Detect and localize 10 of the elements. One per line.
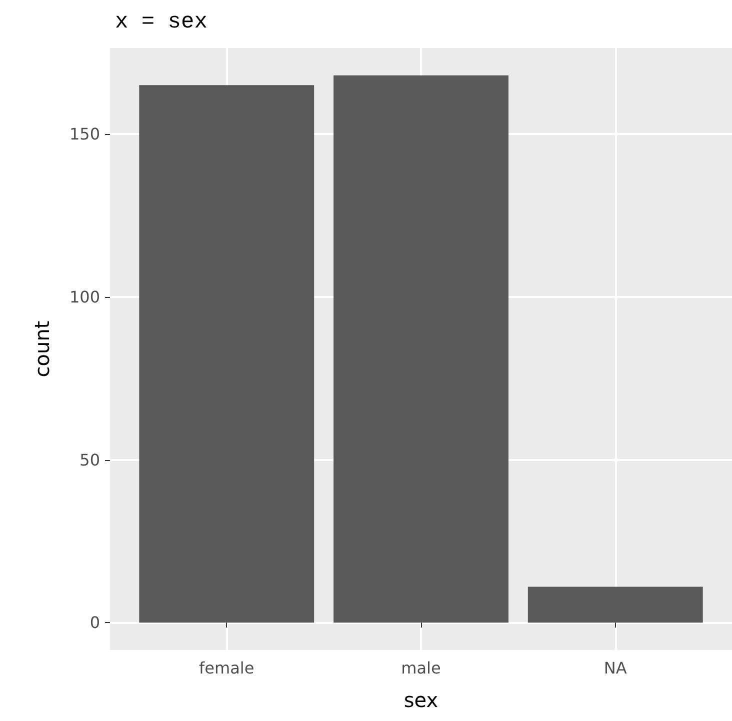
x-axis-title: sex [404,688,438,712]
y-tick-label: 0 [90,613,100,632]
y-tick-label: 150 [69,124,100,144]
y-tick-label: 100 [69,287,100,306]
chart-title: x = sex [115,10,208,34]
y-axis-title: count [30,320,54,378]
x-tick-label: NA [604,658,627,678]
x-tick-label: female [199,658,254,678]
y-tick-label: 50 [80,450,100,470]
x-tick-label: male [401,658,441,678]
